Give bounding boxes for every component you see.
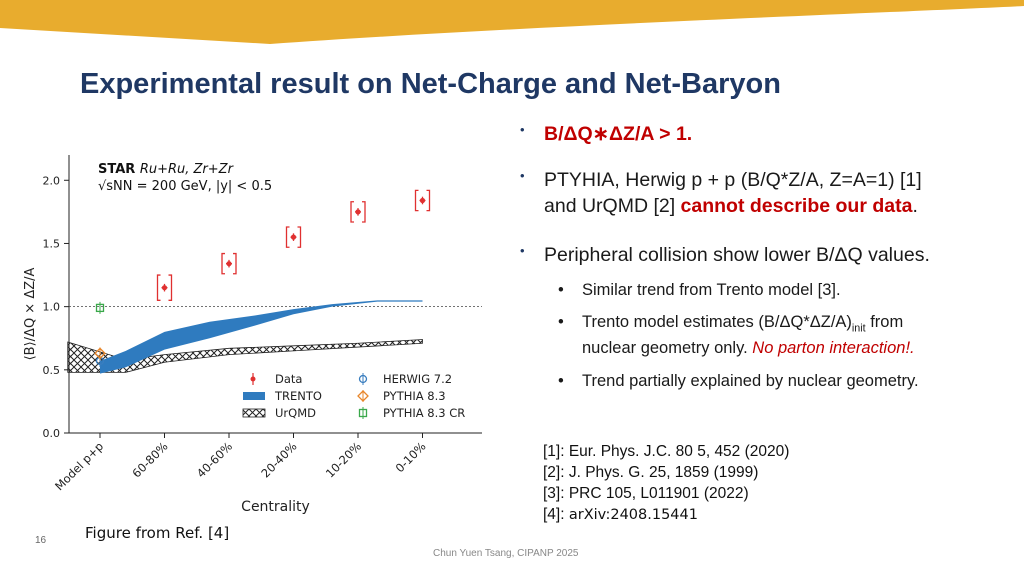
bullet-ratio: • B/ΔQ∗ΔZ/A > 1.: [520, 121, 1010, 147]
trento-band: [100, 300, 423, 374]
reference-item: [1]: Eur. Phys. J.C. 80 5, 452 (2020): [543, 443, 790, 460]
bullet-marker: •: [520, 243, 525, 258]
bullet-models-suffix: .: [912, 195, 918, 218]
legend-data-label: Data: [275, 372, 302, 386]
x-tick-label: 10-20%: [323, 439, 364, 480]
bullet-peripheral: • Peripheral collision show lower B/ΔQ v…: [520, 242, 1010, 268]
x-tick-label: 20-40%: [258, 439, 299, 480]
references: [1]: Eur. Phys. J.C. 80 5, 452 (2020) [2…: [543, 441, 789, 526]
y-axis-label: ⟨B⟩/ΔQ × ΔZ/A: [23, 267, 38, 360]
legend-model-marker: [358, 374, 368, 384]
banner-shape: [0, 0, 1024, 44]
legend-model-marker: [358, 408, 368, 418]
top-banner: [0, 0, 1024, 44]
y-tick-label: 1.5: [43, 237, 61, 250]
legend-model-marker: [357, 390, 369, 402]
x-tick-label: 60-80%: [129, 439, 170, 480]
subbullet-estimate-emphasis: No parton interaction!.: [752, 338, 915, 357]
bullet-models-emphasis: cannot describe our data: [680, 195, 913, 218]
legend-model-label: PYTHIA 8.3 CR: [383, 406, 465, 420]
energy-annotation: √sNN = 200 GeV, |y| < 0.5: [98, 179, 272, 194]
bullet-models-line1: PTYHIA, Herwig p + p (B/Q*Z/A, Z=A=1) [1…: [544, 169, 922, 191]
legend-model-label: PYTHIA 8.3: [383, 389, 446, 403]
bullet-ratio-text: B/ΔQ∗ΔZ/A > 1.: [544, 123, 693, 145]
subbullet-marker: •: [558, 313, 564, 331]
reference-arxiv: arXiv:2408.15441: [568, 507, 698, 524]
data-sys-bracket: [350, 201, 366, 223]
x-axis-label: Centrality: [241, 499, 310, 515]
subbullet-estimate-part-c: nuclear geometry only.: [582, 338, 753, 357]
model-marker-diamond: [94, 347, 106, 360]
bullet-models-text: PTYHIA, Herwig p + p (B/Q*Z/A, Z=A=1) [1…: [544, 167, 1010, 220]
legend-trento-label: TRENTO: [274, 389, 322, 403]
data-sys-bracket: [156, 274, 173, 301]
subbullet-estimate-part-b: from: [865, 313, 904, 331]
legend-trento-swatch: [243, 392, 265, 400]
bullet-peripheral-text: Peripheral collision show lower B/ΔQ val…: [544, 244, 930, 266]
legend-urqmd-label: UrQMD: [275, 406, 316, 420]
reference-item: [4]: arXiv:2408.15441: [543, 504, 789, 526]
slide-number: 16: [35, 535, 47, 546]
bullet-marker: •: [520, 168, 525, 183]
data-point: [419, 197, 426, 204]
legend-urqmd-swatch: [242, 408, 266, 418]
slide-title: Experimental result on Net-Charge and Ne…: [80, 68, 781, 100]
y-tick-label: 0.5: [43, 364, 61, 377]
footer-credit: Chun Yuen Tsang, CIPANP 2025: [433, 548, 579, 559]
subbullet-trento-estimate: • Trento model estimates (B/ΔQ*ΔZ/A)init…: [558, 311, 1008, 360]
x-tick-label: 40-60%: [194, 439, 235, 480]
data-point: [226, 261, 232, 267]
subbullet-trento-estimate-text: Trento model estimates (B/ΔQ*ΔZ/A)init f…: [582, 311, 1008, 360]
y-tick-label: 2.0: [43, 174, 61, 187]
data-point: [355, 209, 361, 215]
legend-model-label: HERWIG 7.2: [383, 372, 452, 386]
subbullet-marker: •: [558, 372, 564, 390]
subbullet-trento-trend-text: Similar trend from Trento model [3].: [582, 281, 841, 299]
bullet-models: • PTYHIA, Herwig p + p (B/Q*Z/A, Z=A=1) …: [520, 167, 1010, 220]
subbullet-estimate-part-a: Trento model estimates (B/ΔQ*ΔZ/A): [582, 313, 852, 331]
reference-item: [2]: J. Phys. G. 25, 1859 (1999): [543, 464, 759, 482]
y-tick-label: 0.0: [43, 427, 61, 440]
subbullet-estimate-subscript: init: [851, 322, 866, 335]
data-point: [290, 234, 297, 240]
bullet-marker: •: [520, 122, 525, 137]
model-marker-square: [95, 303, 105, 313]
data-sys-bracket: [414, 189, 431, 212]
bullet-models-prefix: and UrQMD [2]: [544, 195, 681, 218]
subbullet-trento-trend: • Similar trend from Trento model [3].: [558, 279, 1008, 302]
urqmd-band: [67, 339, 423, 373]
subbullet-marker: •: [558, 281, 564, 299]
star-annotation-line1: STAR Ru+Ru, Zr+Zr: [98, 162, 235, 177]
reference-label: [4]:: [543, 506, 569, 524]
legend-data-marker: [250, 376, 256, 382]
chart: 0.0 0.5 1.0 1.5 2.0 Model p+p 60-80% 40-60% 20-4…: [23, 155, 482, 515]
x-tick-label: Model p+p: [52, 439, 106, 493]
data-sys-bracket: [221, 252, 237, 275]
y-tick-label: 1.0: [43, 301, 61, 314]
reference-item: [3]: PRC 105, L011901 (2022): [543, 485, 749, 503]
system-label: Ru+Ru, Zr+Zr: [140, 162, 235, 177]
subbullet-geometry: • Trend partially explained by nuclear g…: [558, 370, 1008, 393]
data-point: [161, 285, 168, 291]
subbullet-geometry-text: Trend partially explained by nuclear geo…: [582, 372, 919, 390]
data-sys-bracket: [285, 226, 302, 248]
star-label: STAR: [98, 162, 140, 177]
x-tick-label: 0-10%: [393, 439, 429, 475]
figure-caption: Figure from Ref. [4]: [85, 524, 230, 542]
